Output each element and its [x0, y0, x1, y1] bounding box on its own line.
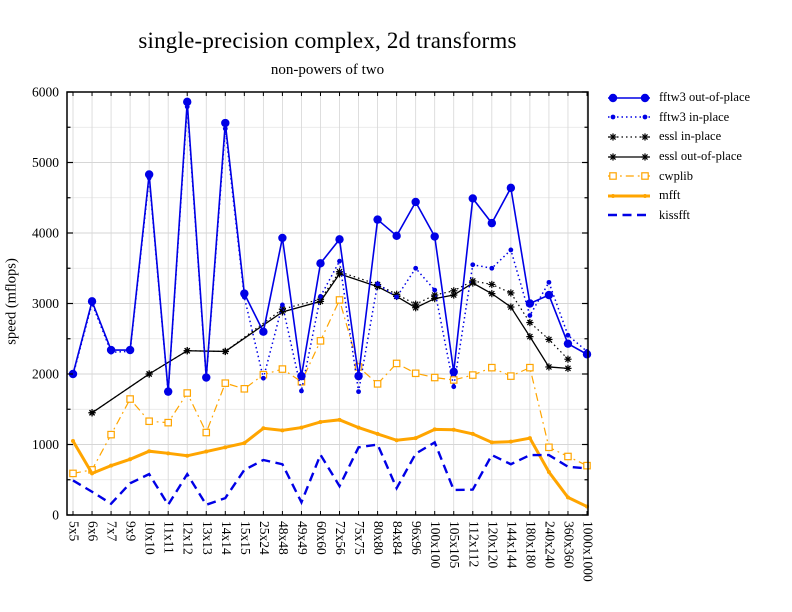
legend-label: kissfft: [659, 207, 691, 222]
chart-subtitle: non-powers of two: [270, 62, 385, 78]
legend-label: essl in-place: [659, 129, 722, 144]
y-tick-label: 2000: [32, 367, 59, 382]
series-essl-out-of-place: [88, 270, 572, 417]
x-tick-label: 240x240: [542, 521, 557, 569]
legend-label: essl out-of-place: [659, 149, 742, 164]
legend-label: mfft: [659, 188, 681, 203]
x-tick-label: 6x6: [86, 521, 101, 542]
x-tick-label: 105x105: [447, 521, 462, 569]
legend-line-sample: [608, 93, 650, 102]
y-tick-label: 6000: [32, 85, 59, 100]
x-tick-label: 80x80: [371, 521, 386, 555]
x-tick-label: 5x5: [67, 521, 82, 542]
chart-title: single-precision complex, 2d transforms: [138, 28, 517, 53]
legend-label: fftw3 in-place: [659, 109, 730, 124]
x-tick-label: 1000x1000: [581, 521, 596, 582]
series-essl-in-place: [88, 268, 572, 417]
x-tick-label: 100x100: [428, 521, 443, 569]
legend-line-sample: [608, 114, 650, 120]
series-mfft: [71, 417, 589, 509]
series-fftw3-out-of-place: [68, 97, 592, 396]
x-tick-label: 15x15: [238, 521, 253, 555]
x-tick-label: 12x12: [181, 521, 196, 555]
y-tick-label: 3000: [32, 296, 59, 311]
series-kissfft: [72, 440, 588, 508]
x-tick-label: 75x75: [352, 521, 367, 555]
y-tick-label: 0: [52, 508, 59, 523]
x-tick-label: 7x7: [105, 521, 120, 542]
y-axis-title: speed (mflops): [3, 258, 20, 345]
legend-item-fftw3-in-place: fftw3 in-place: [606, 108, 750, 128]
x-tick-label: 14x14: [219, 521, 234, 555]
legend-item-cwplib: cwplib: [606, 166, 750, 186]
x-tick-label: 120x120: [485, 521, 500, 569]
legend: fftw3 out-of-place fftw3 in-place essl in-…: [606, 88, 750, 225]
legend-item-fftw3-out-of-place: fftw3 out-of-place: [606, 88, 750, 108]
x-tick-label: 9x9: [124, 521, 139, 542]
legend-line-sample: [608, 133, 650, 141]
x-tick-label: 25x24: [257, 521, 272, 555]
y-tick-label: 4000: [32, 226, 59, 241]
legend-label: cwplib: [659, 168, 694, 183]
legend-line-sample: [608, 152, 650, 161]
x-tick-label: 112x112: [466, 521, 481, 567]
x-tick-label: 180x180: [523, 521, 538, 569]
y-tick-label: 5000: [32, 155, 59, 170]
x-tick-label: 360x360: [561, 521, 576, 569]
legend-label: fftw3 out-of-place: [659, 90, 751, 105]
x-tick-label: 11x11: [162, 521, 177, 554]
x-tick-label: 48x48: [276, 521, 291, 555]
legend-line-sample: [608, 193, 650, 198]
legend-item-essl-in-place: essl in-place: [606, 127, 750, 147]
x-tick-label: 72x56: [333, 521, 348, 555]
legend-item-mfft: mfft: [606, 186, 750, 206]
legend-line-sample: [608, 172, 650, 180]
x-tick-label: 13x13: [200, 521, 215, 555]
legend-line-sample: [608, 214, 650, 217]
legend-item-kissfft: kissfft: [606, 206, 750, 226]
x-tick-label: 144x144: [504, 521, 519, 569]
x-tick-label: 84x84: [390, 521, 405, 555]
legend-item-essl-out-of-place: essl out-of-place: [606, 147, 750, 167]
x-tick-label: 10x10: [143, 521, 158, 555]
series-cwplib: [69, 296, 591, 478]
x-tick-label: 96x96: [409, 521, 424, 555]
x-tick-label: 60x60: [314, 521, 329, 555]
series-fftw3-in-place: [70, 104, 590, 395]
x-tick-label: 49x49: [295, 521, 310, 555]
y-tick-label: 1000: [32, 437, 59, 452]
